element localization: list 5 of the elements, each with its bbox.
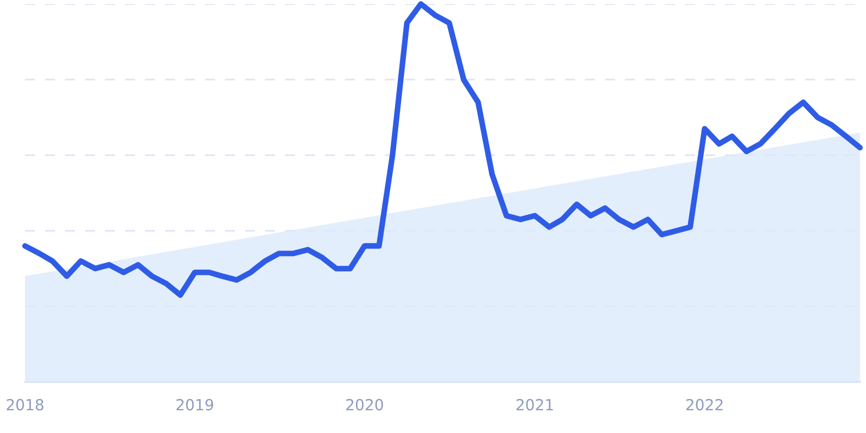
x-tick-label: 2018 xyxy=(6,398,44,410)
x-tick-label: 2022 xyxy=(686,398,723,410)
x-tick-label: 2019 xyxy=(176,398,214,410)
x-tick-label: 2021 xyxy=(516,398,553,410)
x-tick-label: 2020 xyxy=(346,398,384,410)
